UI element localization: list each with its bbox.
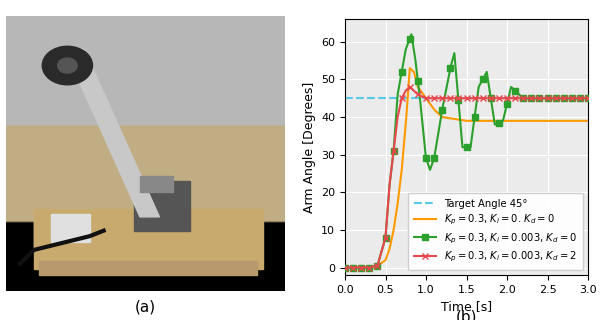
$K_p = 0.3$, $K_i = 0$. $K_d = 0$ <box>387 243 394 247</box>
Polygon shape <box>65 49 160 217</box>
Ellipse shape <box>42 46 92 85</box>
Text: (b): (b) <box>456 310 477 320</box>
$K_p = 0.3$, $K_i = 0.003$, $K_d = 0$ <box>569 96 576 100</box>
Line: $K_p = 0.3$, $K_i = 0.003$, $K_d = 0$: $K_p = 0.3$, $K_i = 0.003$, $K_d = 0$ <box>342 31 591 270</box>
Line: $K_p = 0.3$, $K_i = 0$. $K_d = 0$: $K_p = 0.3$, $K_i = 0$. $K_d = 0$ <box>345 68 588 268</box>
Y-axis label: Arm Angle [Degrees]: Arm Angle [Degrees] <box>302 82 316 213</box>
$K_p = 0.3$, $K_i = 0$. $K_d = 0$ <box>577 119 584 123</box>
$K_p = 0.3$, $K_i = 0.003$, $K_d = 2$ <box>422 96 429 100</box>
$K_p = 0.3$, $K_i = 0$. $K_d = 0$ <box>584 119 592 123</box>
Line: $K_p = 0.3$, $K_i = 0.003$, $K_d = 2$: $K_p = 0.3$, $K_i = 0.003$, $K_d = 2$ <box>341 84 592 271</box>
$K_p = 0.3$, $K_i = 0$. $K_d = 0$ <box>422 96 429 100</box>
$K_p = 0.3$, $K_i = 0.003$, $K_d = 2$ <box>569 96 576 100</box>
$K_p = 0.3$, $K_i = 0.003$, $K_d = 2$ <box>357 266 364 269</box>
Bar <box>40 261 257 275</box>
Legend: Target Angle 45°, $K_p = 0.3$, $K_i = 0$. $K_d = 0$, $K_p = 0.3$, $K_i = 0.003$,: Target Angle 45°, $K_p = 0.3$, $K_i = 0$… <box>408 193 583 270</box>
X-axis label: Time [s]: Time [s] <box>441 300 492 314</box>
Target Angle 45° <box>341 96 349 100</box>
$K_p = 0.3$, $K_i = 0.003$, $K_d = 2$ <box>584 96 592 100</box>
Bar <box>34 209 263 269</box>
$K_p = 0.3$, $K_i = 0.003$, $K_d = 0$ <box>584 96 592 100</box>
$K_p = 0.3$, $K_i = 0.003$, $K_d = 2$ <box>341 266 349 269</box>
$K_p = 0.3$, $K_i = 0.003$, $K_d = 2$ <box>406 85 413 89</box>
Target Angle 45° <box>422 96 430 100</box>
Bar <box>134 181 190 231</box>
$K_p = 0.3$, $K_i = 0.003$, $K_d = 2$ <box>535 96 542 100</box>
$K_p = 0.3$, $K_i = 0.003$, $K_d = 0$ <box>357 266 364 269</box>
$K_p = 0.3$, $K_i = 0.003$, $K_d = 0$ <box>408 32 415 36</box>
$K_p = 0.3$, $K_i = 0.003$, $K_d = 2$ <box>577 96 584 100</box>
$K_p = 0.3$, $K_i = 0.003$, $K_d = 2$ <box>387 176 394 180</box>
Text: (a): (a) <box>135 300 156 315</box>
$K_p = 0.3$, $K_i = 0.003$, $K_d = 0$ <box>387 176 394 180</box>
$K_p = 0.3$, $K_i = 0$. $K_d = 0$ <box>569 119 576 123</box>
$K_p = 0.3$, $K_i = 0$. $K_d = 0$ <box>341 266 349 269</box>
$K_p = 0.3$, $K_i = 0.003$, $K_d = 0$ <box>535 96 542 100</box>
$K_p = 0.3$, $K_i = 0.003$, $K_d = 0$ <box>422 153 429 156</box>
$K_p = 0.3$, $K_i = 0$. $K_d = 0$ <box>406 66 413 70</box>
$K_p = 0.3$, $K_i = 0$. $K_d = 0$ <box>535 119 542 123</box>
$K_p = 0.3$, $K_i = 0$. $K_d = 0$ <box>357 266 364 269</box>
$K_p = 0.3$, $K_i = 0.003$, $K_d = 0$ <box>577 96 584 100</box>
$K_p = 0.3$, $K_i = 0.003$, $K_d = 0$ <box>341 266 349 269</box>
Bar <box>50 214 90 242</box>
Bar <box>140 176 173 192</box>
Ellipse shape <box>58 58 77 73</box>
